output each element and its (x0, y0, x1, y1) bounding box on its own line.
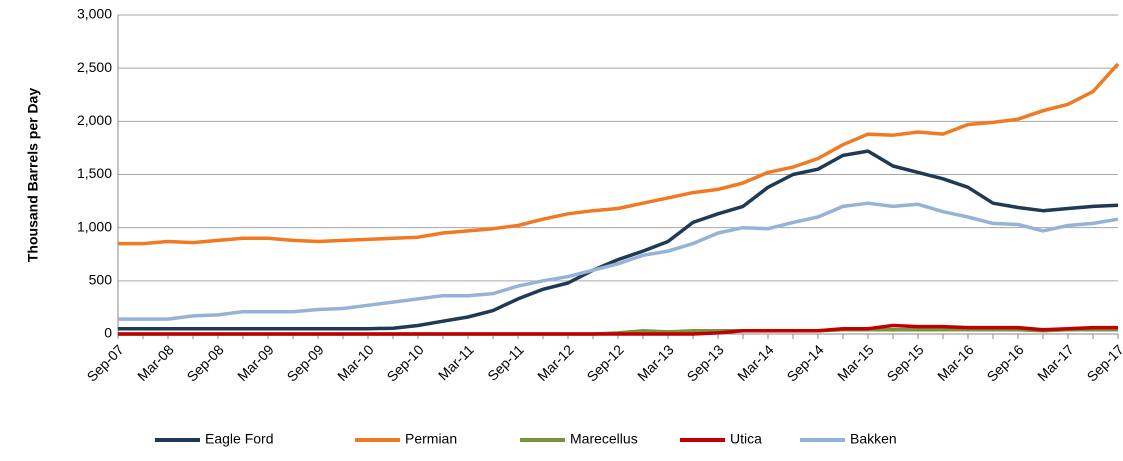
x-tick-label: Sep-12 (583, 341, 626, 384)
x-tick-label: Mar-16 (934, 341, 977, 384)
y-tick-label: 2,000 (77, 112, 112, 128)
legend-label: Bakken (850, 431, 897, 447)
x-tick-label: Mar-17 (1034, 341, 1077, 384)
x-tick-label: Sep-14 (783, 341, 826, 384)
legend-label: Marecellus (570, 431, 638, 447)
x-tick-label: Mar-08 (134, 341, 177, 384)
y-tick-label: 3,000 (77, 6, 112, 22)
x-tick-label: Mar-10 (334, 341, 377, 384)
y-tick-label: 1,000 (77, 218, 112, 234)
y-tick-label: 0 (104, 325, 112, 341)
x-tick-label: Mar-13 (634, 341, 677, 384)
x-tick-label: Sep-07 (83, 341, 126, 384)
series-line (118, 323, 1118, 336)
x-tick-label: Sep-11 (484, 341, 527, 384)
x-tick-label: Mar-11 (435, 341, 477, 383)
y-tick-label: 2,500 (77, 59, 112, 75)
x-tick-label: Sep-13 (683, 341, 726, 384)
x-tick-label: Mar-15 (834, 341, 877, 384)
x-tick-label: Sep-10 (383, 341, 426, 384)
legend-label: Eagle Ford (205, 431, 273, 447)
x-tick-label: Mar-14 (734, 341, 777, 384)
x-tick-label: Mar-12 (534, 341, 577, 384)
x-tick-label: Sep-16 (983, 341, 1026, 384)
y-axis-label: Thousand Barrels per Day (25, 88, 41, 262)
legend-label: Permian (405, 431, 457, 447)
legend-label: Utica (730, 431, 762, 447)
y-tick-label: 1,500 (77, 165, 112, 181)
x-tick-label: Mar-09 (234, 341, 277, 384)
x-tick-label: Sep-08 (183, 341, 226, 384)
x-tick-label: Sep-17 (1083, 341, 1123, 384)
series-line (118, 62, 1120, 246)
x-tick-label: Sep-09 (283, 341, 326, 384)
y-tick-label: 500 (89, 272, 113, 288)
x-tick-label: Sep-15 (883, 341, 926, 384)
series-line (118, 201, 1119, 321)
series-line (118, 149, 1119, 331)
